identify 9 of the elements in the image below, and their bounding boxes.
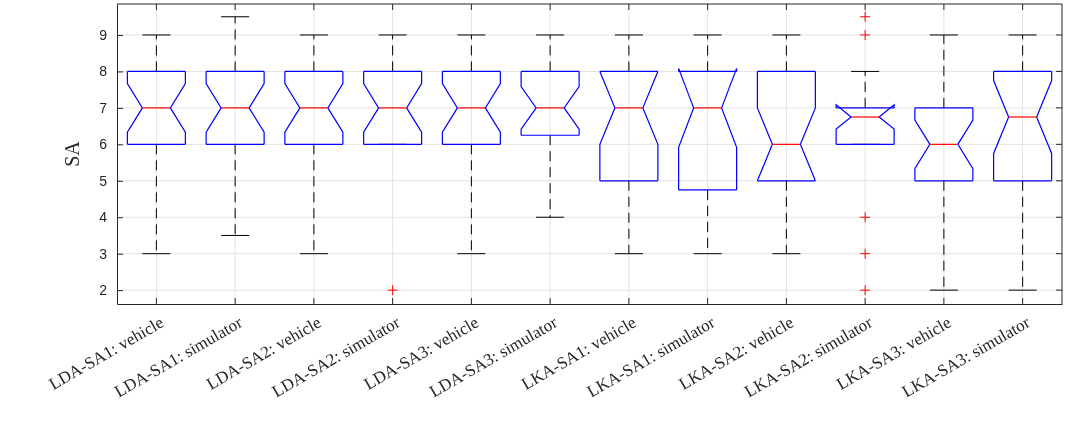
y-tick-label: 3 xyxy=(99,245,108,262)
y-tick-label: 2 xyxy=(99,282,108,299)
y-tick-label: 5 xyxy=(99,172,108,189)
y-tick-label: 9 xyxy=(99,26,108,43)
y-tick-label: 4 xyxy=(99,209,108,226)
y-tick-label: 7 xyxy=(99,99,108,116)
y-axis-title: SA xyxy=(61,140,83,167)
y-tick-label: 8 xyxy=(99,63,108,80)
y-tick-label: 6 xyxy=(99,136,108,153)
